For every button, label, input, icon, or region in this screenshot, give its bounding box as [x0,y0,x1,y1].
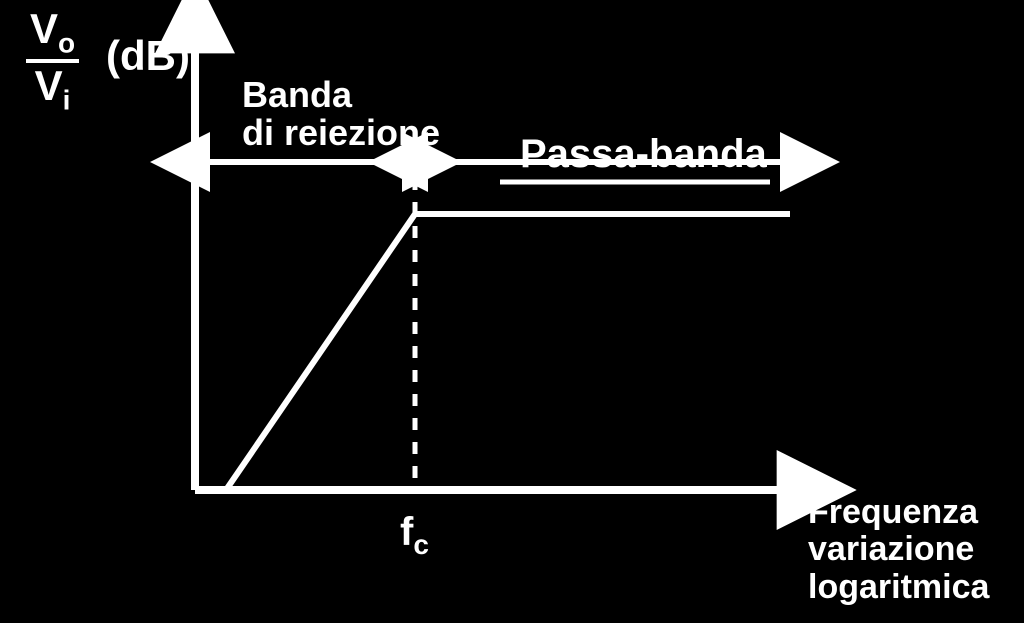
plot-svg [0,0,1024,623]
chart-container: Vo Vi (dB) Banda di reiezione Passa-band… [0,0,1024,623]
response-curve [226,214,790,490]
